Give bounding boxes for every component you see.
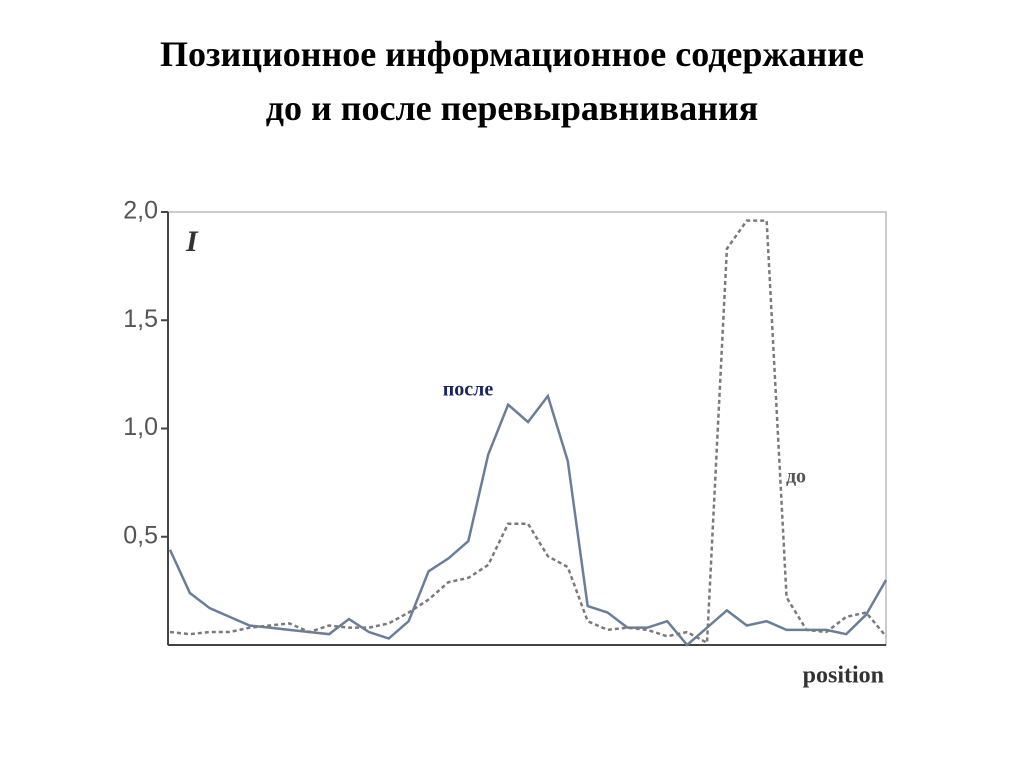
series-line — [169, 219, 887, 645]
title-line: до и после перевыравнивания — [266, 88, 758, 128]
y-tick-label: 2,0 — [123, 197, 158, 225]
y-tick-label: 0,5 — [123, 521, 158, 549]
x-label: position — [803, 663, 884, 689]
y-tick-label: 1,5 — [123, 305, 158, 333]
title-line: Позиционное информационное содержание — [160, 34, 864, 74]
y-tick-label: 1,0 — [123, 413, 158, 441]
series-label: после — [443, 379, 494, 401]
y-label: I — [185, 225, 199, 258]
series-label: до — [786, 466, 806, 488]
plot-frame — [167, 211, 887, 646]
series-line — [168, 393, 888, 647]
